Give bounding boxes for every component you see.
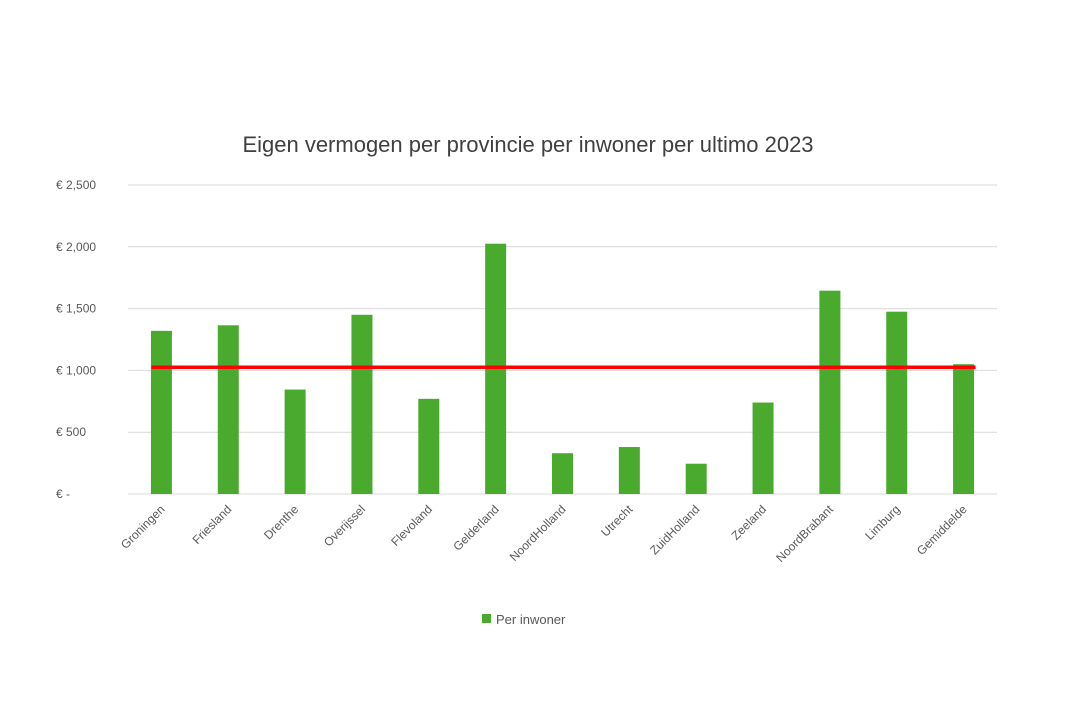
x-tick-label: Limburg xyxy=(862,502,903,543)
x-tick-label: ZuidHolland xyxy=(647,502,702,557)
x-tick-label: Gemiddelde xyxy=(914,502,970,558)
legend-swatch xyxy=(482,614,491,623)
gridlines xyxy=(128,184,997,495)
bar xyxy=(351,314,373,494)
y-tick-label: € - xyxy=(56,487,70,501)
chart-title: Eigen vermogen per provincie per inwoner… xyxy=(242,132,813,157)
y-tick-label: € 2,500 xyxy=(56,178,96,192)
bar xyxy=(953,364,975,494)
x-tick-label: Overijssel xyxy=(321,502,368,549)
bar xyxy=(552,453,573,494)
x-tick-label: Flevoland xyxy=(388,502,435,549)
legend-label: Per inwoner xyxy=(496,612,566,627)
x-tick-label: Drenthe xyxy=(261,502,301,542)
bar xyxy=(284,389,306,494)
y-tick-label: € 1,500 xyxy=(56,302,96,316)
x-tick-label: Zeeland xyxy=(729,502,770,543)
bar xyxy=(819,290,841,494)
x-tick-label: Groningen xyxy=(118,502,168,552)
bars xyxy=(150,243,975,494)
y-tick-label: € 2,000 xyxy=(56,240,96,254)
bar xyxy=(217,325,239,494)
bar xyxy=(752,402,774,494)
bar xyxy=(886,311,908,494)
y-tick-label: € 500 xyxy=(56,425,86,439)
bar xyxy=(618,447,640,494)
bar xyxy=(418,398,440,494)
x-tick-label: NoordBrabant xyxy=(773,502,836,565)
y-axis-ticks: € - € 500 € 1,000 € 1,500 € 2,000 € 2,500 xyxy=(56,178,96,501)
legend: Per inwoner xyxy=(482,612,566,627)
bar xyxy=(150,330,172,494)
x-tick-label: NoordHolland xyxy=(507,502,569,564)
x-tick-label: Gelderland xyxy=(450,502,501,553)
x-axis-ticks: Groningen Friesland Drenthe Overijssel Flevo… xyxy=(118,502,970,565)
x-tick-label: Utrecht xyxy=(598,502,636,540)
y-tick-label: € 1,000 xyxy=(56,363,96,377)
bar xyxy=(685,463,707,494)
x-tick-label: Friesland xyxy=(190,502,235,547)
